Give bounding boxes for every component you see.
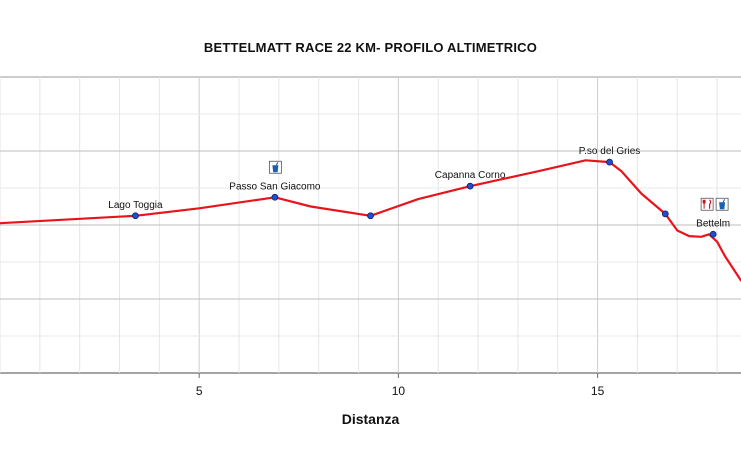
drink-icon — [268, 160, 282, 174]
waypoint-marker — [132, 212, 139, 220]
waypoint-marker — [606, 158, 613, 166]
drink-icon — [715, 197, 729, 211]
x-tick-label: 10 — [392, 384, 406, 398]
waypoint-marker — [367, 212, 374, 220]
food-icon — [700, 197, 714, 211]
x-axis-label: Distanza — [341, 411, 400, 427]
plot-frame — [0, 76, 741, 374]
waypoint-label: Capanna Corno — [435, 170, 506, 181]
waypoint-label: Passo San Giacomo — [229, 181, 321, 192]
waypoint-label: Bettelm — [696, 218, 730, 229]
x-tick-label: 15 — [591, 384, 605, 398]
waypoint-marker — [271, 193, 279, 201]
waypoint-marker — [466, 182, 474, 190]
x-tick-labels: 5 10 15 — [196, 373, 605, 398]
waypoint-label: P.so del Gries — [579, 146, 641, 157]
waypoint-icons — [268, 160, 729, 211]
waypoint-marker — [661, 210, 669, 218]
chart-title: BETTELMATT RACE 22 KM- PROFILO ALTIMETRI… — [203, 40, 538, 55]
waypoint-marker — [709, 230, 717, 238]
grid-lines — [0, 77, 741, 373]
x-tick-label: 5 — [196, 384, 203, 398]
waypoint-markers: Lago Toggia Passo San Giacomo Capanna Corn… — [108, 146, 730, 238]
waypoint-label: Lago Toggia — [108, 200, 163, 211]
